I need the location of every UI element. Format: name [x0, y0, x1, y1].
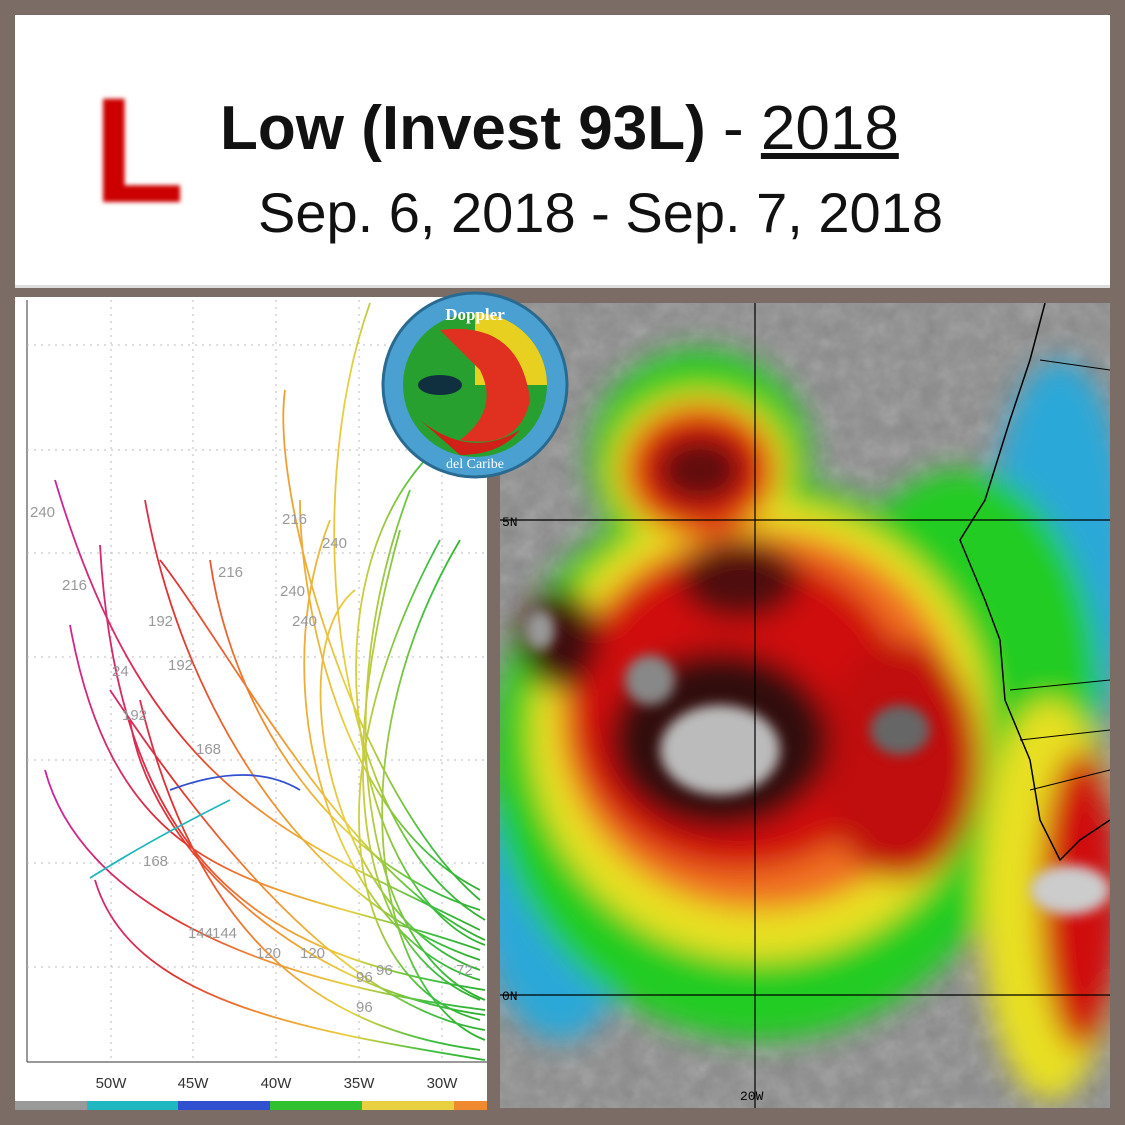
color-bar — [15, 1101, 487, 1110]
header: L Low (Invest 93L) - 2018 Sep. 6, 2018 -… — [15, 15, 1110, 288]
hour-label: 240 — [280, 583, 305, 600]
satellite-image — [500, 303, 1110, 1108]
hour-label: 96 — [356, 969, 373, 986]
hour-label: 96 — [376, 962, 393, 979]
low-icon: L — [93, 66, 185, 234]
track — [299, 499, 481, 891]
x-axis-label: 45W — [178, 1075, 210, 1092]
track — [89, 799, 231, 879]
hour-label: 240 — [322, 535, 347, 552]
track — [94, 879, 486, 1061]
x-axis-label: 35W — [344, 1075, 376, 1092]
year-link[interactable]: 2018 — [760, 94, 899, 163]
lat-label: 0N — [502, 989, 518, 1004]
logo-bottom: del Caribe — [446, 457, 504, 472]
hour-label: 216 — [282, 511, 307, 528]
hour-label: 168 — [196, 741, 221, 758]
track — [169, 774, 301, 791]
hour-label: 120 — [256, 945, 281, 962]
lon-label: 20W — [740, 1089, 764, 1104]
x-axis-labels: 50W 45W 40W 35W 30W — [96, 1075, 459, 1092]
hour-labels: 240 216 192 240 216 216 240 240 24 192 168 192 168 14… — [30, 504, 473, 1016]
hour-label: 240 — [30, 504, 55, 521]
hour-label: 72 — [456, 962, 473, 979]
logo[interactable]: Doppler del Caribe — [381, 291, 569, 479]
hour-label: 192 — [148, 613, 173, 630]
title: Low (Invest 93L) - 2018 — [220, 93, 899, 164]
x-axis-label: 30W — [427, 1075, 459, 1092]
hour-label: 144 — [188, 925, 213, 942]
x-axis-label: 50W — [96, 1075, 128, 1092]
track — [381, 539, 486, 1041]
dates: Sep. 6, 2018 - Sep. 7, 2018 — [258, 181, 943, 244]
lat-label: 5N — [502, 515, 518, 530]
hour-label: 216 — [218, 564, 243, 581]
track — [355, 459, 486, 946]
track — [129, 719, 486, 1016]
separator: - — [722, 94, 744, 163]
hour-label: 96 — [356, 999, 373, 1016]
track — [362, 529, 481, 1001]
track — [282, 389, 481, 901]
title-text: Low (Invest 93L) — [220, 94, 706, 163]
hour-label: 216 — [62, 577, 87, 594]
track — [109, 689, 486, 1031]
x-axis-label: 40W — [261, 1075, 293, 1092]
track — [139, 699, 481, 1051]
hour-label: 120 — [300, 945, 325, 962]
track — [54, 479, 481, 931]
logo-top: Doppler — [445, 305, 505, 324]
track — [333, 302, 486, 921]
track — [319, 589, 481, 971]
track — [99, 544, 486, 991]
tracks — [44, 302, 486, 1061]
track — [364, 489, 486, 1001]
hour-label: 192 — [168, 657, 193, 674]
track — [209, 559, 481, 911]
hour-label: 144 — [212, 925, 237, 942]
hour-label: 240 — [292, 613, 317, 630]
hour-label: 168 — [143, 853, 168, 870]
hour-label: 192 — [122, 707, 147, 724]
hour-label: 24 — [112, 663, 129, 680]
